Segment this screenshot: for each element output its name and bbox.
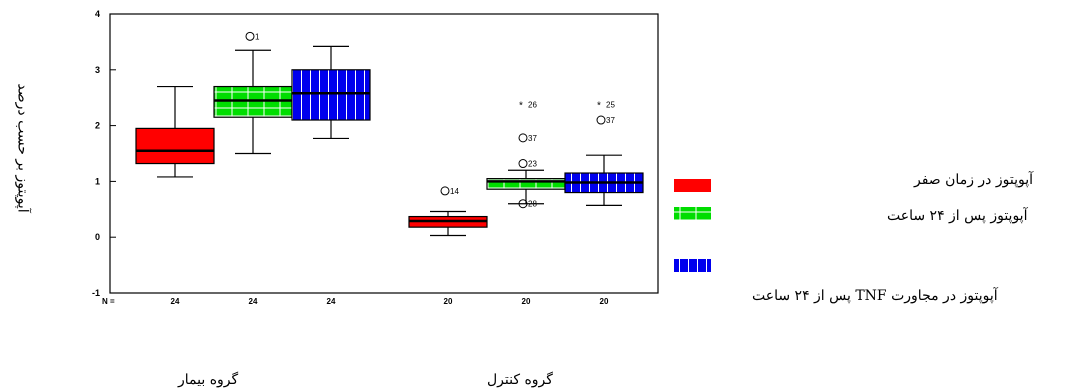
- box-0-0: [135, 85, 215, 178]
- outlier-label: 25: [606, 100, 615, 109]
- n-count-label: 20: [522, 297, 531, 306]
- group-label-patients: گروه بیمار: [178, 372, 239, 388]
- plot-frame: [109, 13, 659, 294]
- box-0-1: 1: [213, 31, 293, 155]
- group-label-control: گروه کنترل: [487, 372, 553, 388]
- box-0-2: [291, 45, 371, 140]
- outlier-marker: [440, 186, 450, 196]
- boxes-layer: 1 14 28 23 37 * 26 37 * 25: [135, 31, 644, 237]
- n-count-label: 24: [327, 297, 336, 306]
- box-1-0: 14: [408, 186, 488, 237]
- outlier-label: 23: [528, 160, 537, 169]
- outlier-marker: [518, 199, 528, 209]
- n-count-label: 20: [444, 297, 453, 306]
- n-labels: 24 24 24 20 20 20 N =: [102, 297, 609, 306]
- legend-label-24h: آپوپتوز پس از ۲۴ ساعت: [887, 208, 1028, 224]
- outlier-label: 14: [450, 187, 459, 196]
- outlier-label: 28: [528, 200, 537, 209]
- box-iqr: [135, 127, 215, 165]
- outlier-label: 37: [528, 134, 537, 143]
- legend-swatch-0: [674, 179, 711, 192]
- y-tick-label: 3: [95, 65, 100, 75]
- y-tick-label: -1: [92, 288, 100, 298]
- legend-swatches: [674, 179, 711, 272]
- outlier-label: 26: [528, 100, 537, 109]
- extreme-marker: *: [597, 100, 601, 111]
- n-count-label: 24: [171, 297, 180, 306]
- outlier-marker: [518, 133, 528, 143]
- y-tick-label: 1: [95, 176, 100, 186]
- y-tick-label: 4: [95, 9, 100, 19]
- y-tick-label: 0: [95, 232, 100, 242]
- box-1-1: 28 23 37 * 26: [486, 100, 566, 209]
- y-axis-label: آپوپتوز بر حسب درصد: [14, 83, 31, 213]
- y-axis: -1 0 1 2 3 4: [92, 9, 116, 298]
- box-1-2: 37 * 25: [564, 100, 644, 206]
- legend-swatch-2: [674, 259, 711, 272]
- outlier-label: 37: [606, 116, 615, 125]
- legend-swatch-1: [674, 207, 711, 220]
- y-tick-label: 2: [95, 121, 100, 131]
- legend-label-time-zero: آپوپتوز در زمان صفر: [914, 172, 1033, 188]
- n-count-label: 24: [249, 297, 258, 306]
- legend-label-tnf-24h: آپوپتوز در مجاورت TNF پس از ۲۴ ساعت: [752, 288, 998, 304]
- outlier-marker: [245, 31, 255, 41]
- box-iqr: [213, 85, 293, 118]
- n-count-label: 20: [600, 297, 609, 306]
- extreme-marker: *: [519, 100, 523, 111]
- box-iqr: [291, 69, 371, 121]
- outlier-label: 1: [255, 32, 260, 41]
- n-prefix-label: N =: [102, 297, 115, 306]
- outlier-marker: [596, 115, 606, 125]
- outlier-marker: [518, 159, 528, 169]
